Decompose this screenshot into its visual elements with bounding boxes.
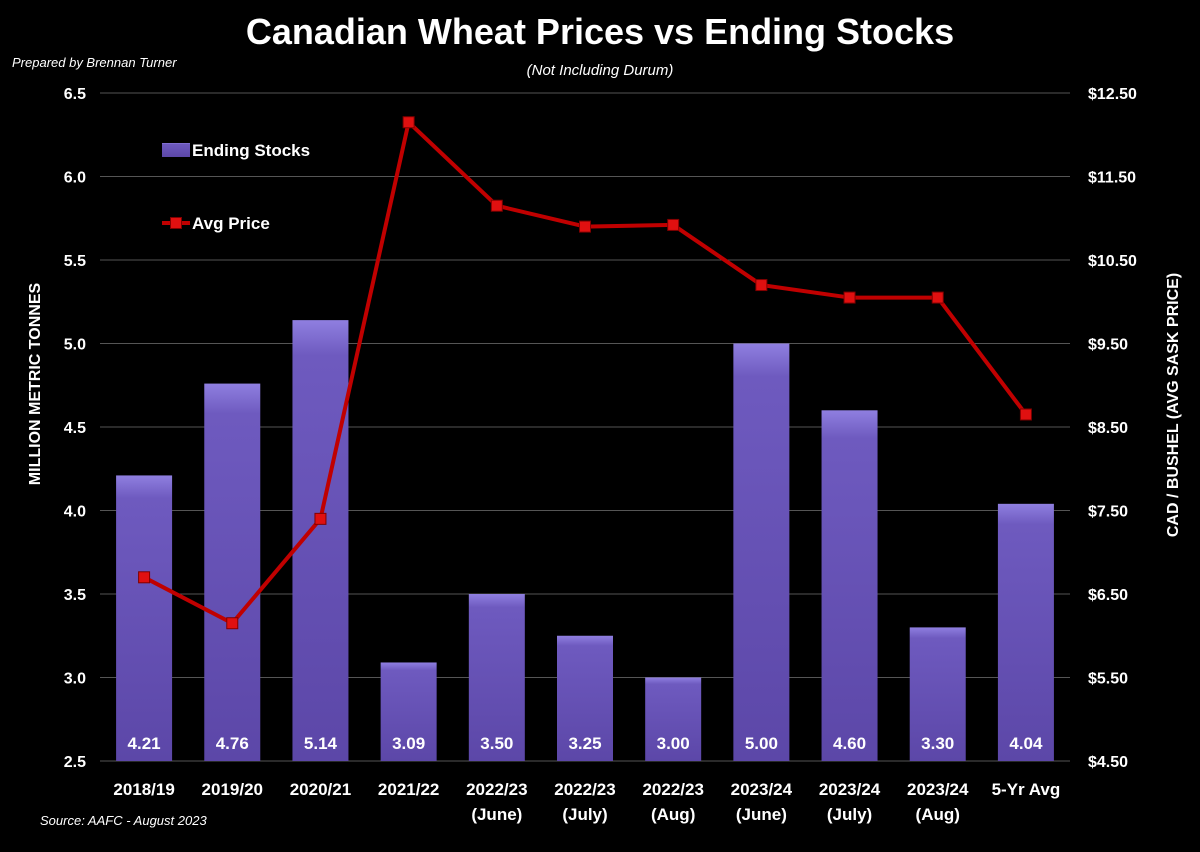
y-tick-label: 4.5 [64,420,86,437]
chart-source: Source: AAFC - August 2023 [40,813,207,828]
y-axis-right-ticks: $4.50 $5.50 $6.50 $7.50 $8.50 $9.50 $10.50 $11.… [1088,86,1137,771]
avg-price-point [931,291,944,304]
y-tick-label: 6.5 [64,86,86,103]
x-tick-label: 2020/21 [290,780,351,799]
x-tick-label: 2023/24 (July) [819,780,881,824]
gridlines [100,92,1070,762]
bar [557,635,613,761]
x-tick-label: 5-Yr Avg [992,780,1061,799]
x-tick-label: 2022/23 (June) [466,780,527,824]
y2-tick-label: $11.50 [1088,170,1136,187]
y2-tick-label: $7.50 [1088,504,1128,521]
bar-value-label: 5.00 [745,734,778,753]
avg-price-point [138,571,151,584]
bar-value-label: 3.50 [480,734,513,753]
y-axis-left-ticks: 2.5 3.0 3.5 4.0 4.5 5.0 5.5 6.0 6.5 [64,86,86,771]
bar [204,383,261,761]
x-tick-label: 2019/20 [202,780,263,799]
x-axis-labels: 2018/19 2019/20 2020/21 2021/22 2022/23 (June… [113,780,1060,824]
y2-tick-label: $5.50 [1088,671,1128,688]
avg-price-point [755,279,768,292]
bar-value-label: 3.00 [657,734,690,753]
bar-value-label: 4.76 [216,734,249,753]
bar-value-label: 3.09 [392,734,425,753]
bar-value-label: 4.60 [833,734,866,753]
avg-price-series-line [143,120,1028,626]
y2-tick-label: $10.50 [1088,253,1137,270]
bar-value-label: 3.30 [921,734,954,753]
avg-price-point [1019,408,1032,421]
x-tick-label: 2021/22 [378,780,439,799]
ending-stocks-bars [116,320,1054,761]
y-axis-right-label: CAD / BUSHEL (AVG SASK PRICE) [1165,273,1182,537]
avg-price-point [490,199,503,212]
bar [733,343,790,761]
y2-tick-label: $4.50 [1088,754,1128,771]
x-tick-label: 2022/23 (Aug) [642,780,703,824]
y-tick-label: 3.5 [64,587,86,604]
bar [645,677,702,761]
bar [468,594,525,761]
chart-subtitle: (Not Including Durum) [527,62,674,79]
x-tick-label: 2022/23 (July) [554,780,615,824]
legend-swatch-avg-price-marker [170,217,182,229]
y-tick-label: 5.0 [64,337,86,354]
bar-value-label: 4.04 [1009,734,1043,753]
chart-credit: Prepared by Brennan Turner [12,55,177,70]
y-tick-label: 3.0 [64,671,86,688]
avg-price-point [226,617,239,630]
x-tick-label: 2023/24 (June) [731,780,793,824]
y-tick-label: 6.0 [64,170,86,187]
legend-label-ending-stocks: Ending Stocks [192,141,310,160]
y2-tick-label: $8.50 [1088,420,1128,437]
y2-tick-label: $6.50 [1088,587,1128,604]
y-axis-left-label: MILLION METRIC TONNES [27,282,44,485]
bar-value-label: 3.25 [568,734,601,753]
bar [116,475,173,761]
avg-price-point [579,220,591,233]
bar-value-labels: 4.21 4.76 5.14 3.09 3.50 3.25 3.00 5.00 4.60 3.30… [128,734,1043,753]
avg-price-point [667,218,680,231]
legend-swatch-ending-stocks [162,143,190,157]
bar [380,662,437,761]
bar [909,627,966,761]
y2-tick-label: $9.50 [1088,337,1128,354]
bar [821,410,878,761]
chart-title: Canadian Wheat Prices vs Ending Stocks [246,11,954,52]
bar-value-label: 5.14 [304,734,338,753]
x-tick-label: 2023/24 (Aug) [907,780,969,824]
y2-tick-label: $12.50 [1088,86,1137,103]
bar [997,503,1054,761]
x-tick-label: 2018/19 [113,780,174,799]
legend-label-avg-price: Avg Price [192,214,270,233]
avg-price-point [843,291,856,304]
bar-value-label: 4.21 [128,734,161,753]
y-tick-label: 4.0 [64,504,86,521]
y-tick-label: 2.5 [64,754,86,771]
avg-price-line [138,116,1032,630]
legend: Ending Stocks Avg Price [162,141,310,233]
y-tick-label: 5.5 [64,253,86,270]
avg-price-point [314,512,327,525]
avg-price-point [402,116,415,129]
